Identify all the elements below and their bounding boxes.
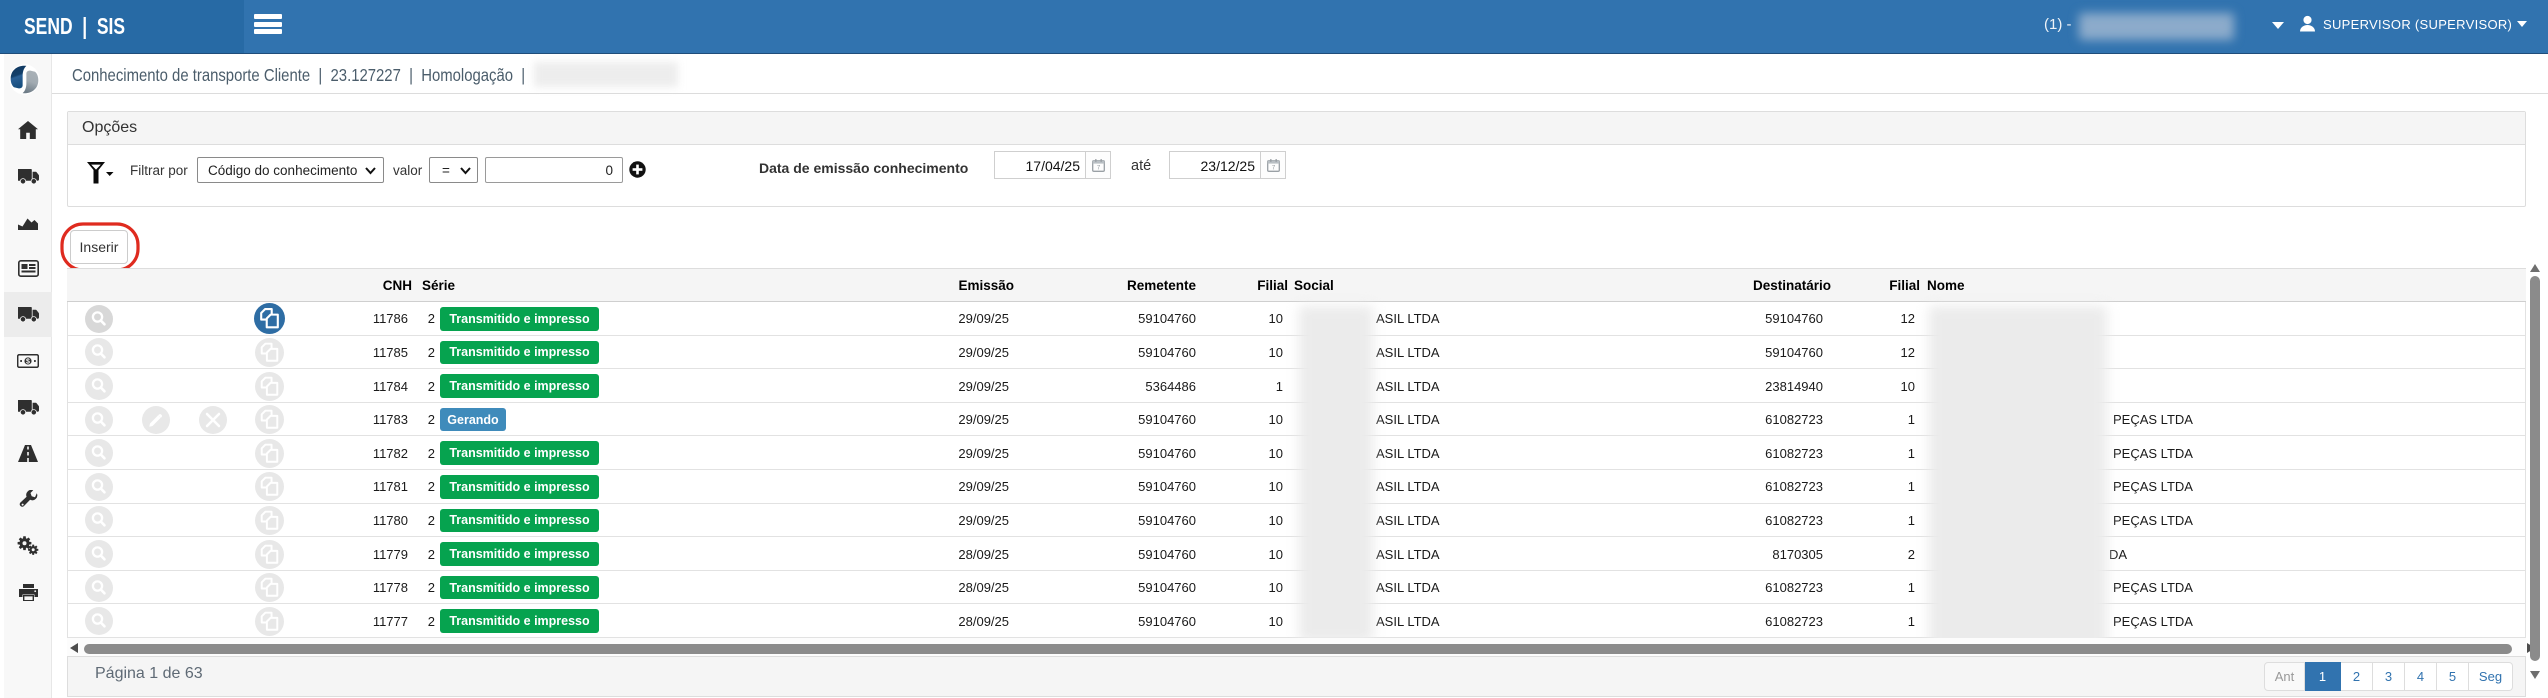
- svg-text:$: $: [26, 358, 30, 365]
- svg-text:7: 7: [1096, 165, 1100, 171]
- svg-text:7: 7: [1271, 165, 1275, 171]
